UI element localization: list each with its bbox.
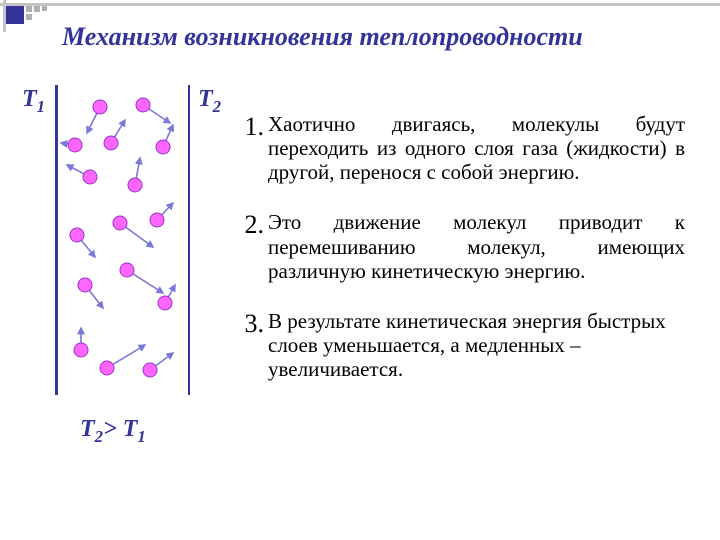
corner-decoration <box>0 0 62 36</box>
t1-label: T1 <box>22 86 45 117</box>
corner-big-square <box>6 6 24 24</box>
list-item-number: 1. <box>230 112 268 142</box>
corner-small-square <box>42 6 47 11</box>
corner-small-square <box>34 6 40 12</box>
molecule-diagram <box>55 85 190 395</box>
corner-small-square <box>26 14 32 20</box>
list-item-text: Хаотично двигаясь, молекулы будут перехо… <box>268 112 685 184</box>
list-item: 2. Это движение молекул приводит к перем… <box>230 210 685 282</box>
numbered-list: 1. Хаотично двигаясь, молекулы будут пер… <box>230 112 685 407</box>
corner-small-square <box>26 6 32 12</box>
top-bar-decoration <box>0 3 720 6</box>
list-item-number: 2. <box>230 210 268 240</box>
list-item-text: Это движение молекул приводит к перемеши… <box>268 210 685 282</box>
list-item-number: 3. <box>230 309 268 339</box>
list-item: 3. В результате кинетическая энергия быс… <box>230 309 685 381</box>
list-item-text: В результате кинетическая энергия быстры… <box>268 309 685 381</box>
slide: Механизм возникновения теплопроводности … <box>0 0 720 540</box>
inequality-caption: T2> T1 <box>80 416 146 447</box>
list-item: 1. Хаотично двигаясь, молекулы будут пер… <box>230 112 685 184</box>
molecule-svg <box>55 85 190 395</box>
slide-title: Механизм возникновения теплопроводности <box>62 22 700 52</box>
t2-label: T2 <box>198 86 221 117</box>
